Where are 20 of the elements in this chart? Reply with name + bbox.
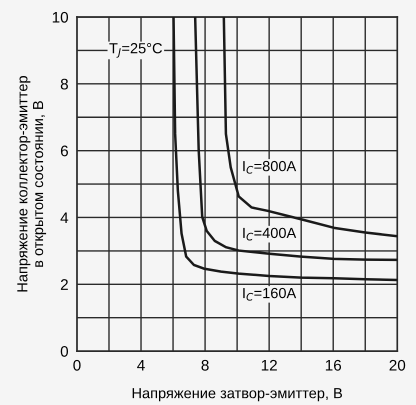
y-tick-label: 4 [60,212,68,224]
y-axis-title: Напряжение коллектор-эмиттер в открытом состоянии, В [17,76,46,292]
x-axis-title: Напряжение затвор-эмиттер, В [132,388,342,402]
x-tick-label: 4 [137,360,145,371]
annotation: I$_{C}$=800A [243,160,296,174]
x-tick-label: 16 [326,360,342,371]
x-tick-label: 0 [73,360,81,371]
annotation: I$_{C}$=400A [243,228,296,240]
y-tick-label: 6 [60,146,68,156]
x-tick-label: 8 [202,360,209,371]
line-series [194,17,398,262]
annotation: T$_{J}$=25°C [109,43,162,58]
x-tick-label: 20 [390,360,406,371]
y-tick-label: 2 [60,279,68,290]
x-tick-label: 12 [262,360,277,371]
y-tick-label: 0 [60,346,68,357]
annotation: I$_{C}$=160A [243,288,296,301]
line-series [172,17,398,282]
y-tick-label: 8 [60,78,68,90]
y-tick-label: 10 [52,12,68,23]
